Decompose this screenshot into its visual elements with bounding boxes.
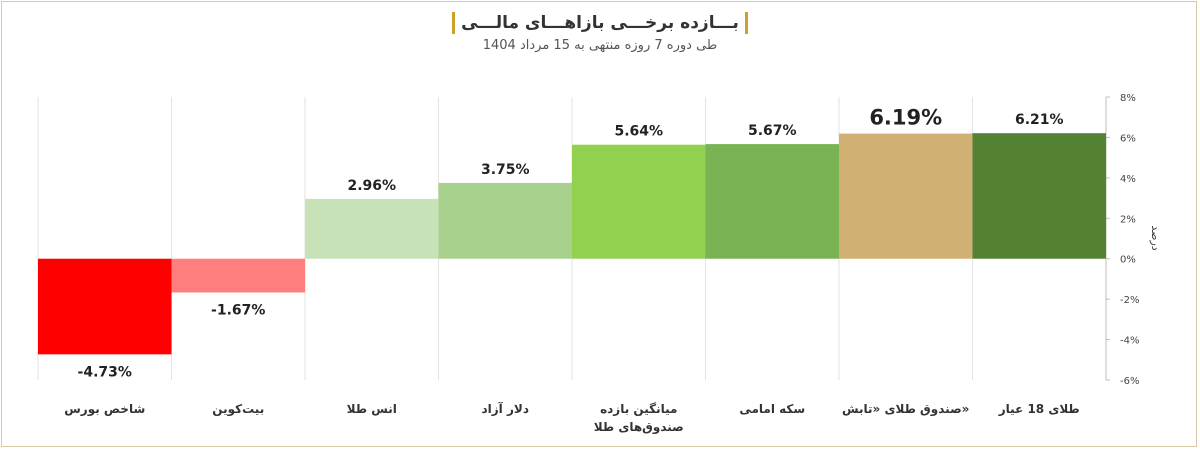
data-label: -1.67%	[211, 302, 265, 318]
bar	[572, 144, 706, 259]
y-tick-label: 8%	[1120, 93, 1136, 104]
y-tick-label: -2%	[1120, 295, 1139, 306]
data-label: 5.64%	[614, 124, 663, 140]
chart-title: بـــازده برخـــی بازاهـــای مالـــی	[452, 12, 748, 34]
bar	[38, 258, 172, 355]
data-label: 2.96%	[347, 178, 396, 194]
bar	[171, 258, 305, 293]
category-label: دلار آزاد	[482, 401, 529, 416]
category-label: میانگین بازده صندوق‌های طلا	[594, 402, 684, 435]
data-label: 6.21%	[1015, 112, 1064, 128]
bar	[305, 198, 439, 259]
category-label: طلای 18 عیار	[998, 402, 1080, 416]
bar	[438, 182, 572, 259]
title-wrap: بـــازده برخـــی بازاهـــای مالـــی	[0, 12, 1200, 34]
data-label: 6.19%	[869, 106, 942, 130]
y-tick-label: 0%	[1120, 255, 1136, 266]
category-label: انس طلا	[347, 402, 397, 416]
y-axis-label: درصد	[1149, 225, 1162, 250]
data-label: 3.75%	[481, 162, 530, 178]
category-label: بیت‌کوین	[212, 402, 264, 417]
category-label: صندوق طلای «تابش»	[842, 402, 969, 417]
y-tick-label: -4%	[1120, 336, 1139, 347]
bar	[972, 133, 1106, 259]
bar	[705, 144, 839, 259]
data-label: 5.67%	[748, 123, 797, 139]
category-label: شاخص بورس	[64, 402, 145, 417]
bar	[839, 133, 973, 259]
category-label: سکه امامی	[739, 402, 805, 416]
data-label: -4.73%	[78, 364, 132, 380]
y-tick-label: 6%	[1120, 133, 1136, 144]
y-tick-label: 4%	[1120, 174, 1136, 185]
y-tick-label: 2%	[1120, 214, 1136, 225]
chart-subtitle: طی دوره 7 روزه منتهی به 15 مرداد 1404	[482, 38, 718, 53]
y-tick-label: -6%	[1120, 376, 1139, 387]
